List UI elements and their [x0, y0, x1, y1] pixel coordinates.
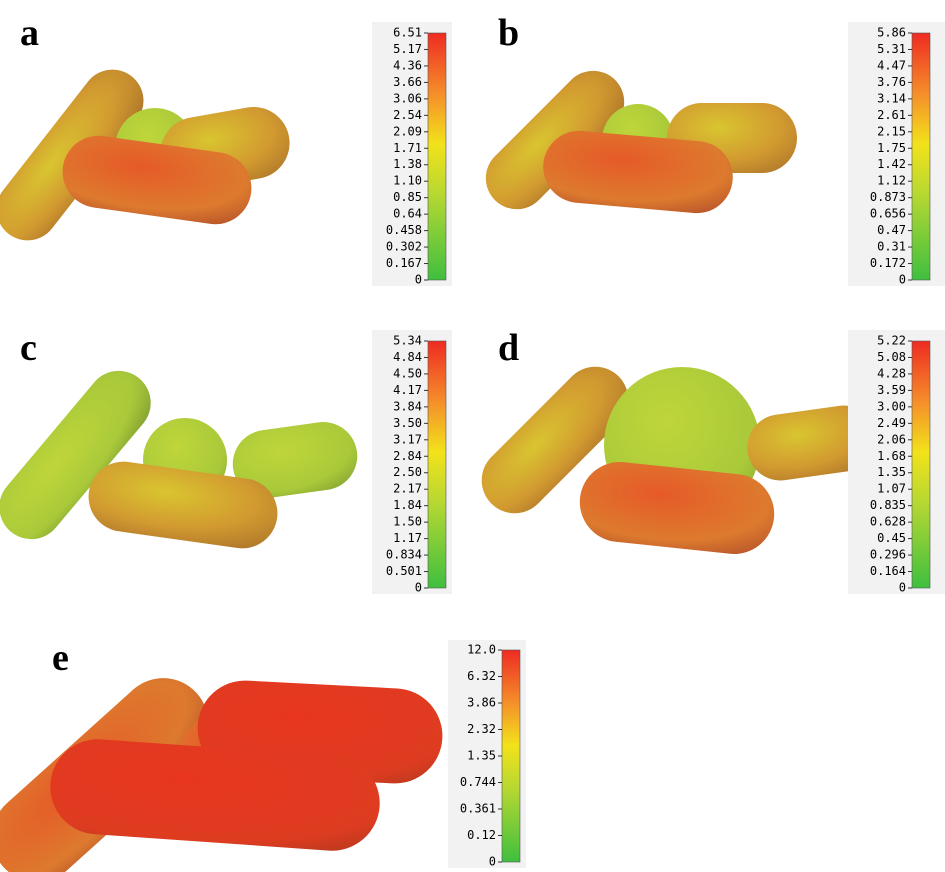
colorbar-label: 0.835 — [870, 498, 906, 512]
colorbar-label: 5.86 — [877, 26, 906, 40]
panel-label: d — [498, 327, 519, 369]
colorbar-label: 0.628 — [870, 515, 906, 529]
colorbar-label: 2.54 — [393, 108, 422, 122]
colorbar-label: 0 — [415, 581, 422, 595]
colorbar-label: 3.76 — [877, 75, 906, 89]
colorbar — [502, 650, 520, 862]
colorbar-label: 6.32 — [467, 669, 496, 683]
panel: a 6.51 5.17 4.36 3.66 3.06 2.54 2.09 1.71 1.38 1.1… — [0, 12, 452, 287]
colorbar-label: 0 — [899, 273, 906, 287]
panel: c 5.34 4.84 4.50 4.17 3.84 3.50 3.17 2.84 2.50 2.1… — [0, 327, 452, 595]
colorbar-label: 3.06 — [393, 91, 422, 105]
colorbar-label: 5.34 — [393, 334, 422, 348]
colorbar-label: 0.834 — [386, 548, 422, 562]
colorbar-label: 4.47 — [877, 58, 906, 72]
colorbar-label: 2.61 — [877, 108, 906, 122]
colorbar-label: 0.31 — [877, 240, 906, 254]
colorbar-label: 0.85 — [393, 190, 422, 204]
colorbar-label: 2.49 — [877, 416, 906, 430]
colorbar-label: 0.12 — [467, 828, 496, 842]
colorbar-label: 5.22 — [877, 334, 906, 348]
colorbar-label: 1.12 — [877, 174, 906, 188]
panel-label: c — [20, 327, 37, 369]
colorbar-label: 4.28 — [877, 366, 906, 380]
panel: e 12.0 6.32 3.86 2.32 1.35 0.744 0.361 0.12 0 — [0, 637, 526, 872]
colorbar-label: 3.66 — [393, 75, 422, 89]
colorbar-label: 3.00 — [877, 399, 906, 413]
colorbar-label: 5.17 — [393, 42, 422, 56]
colorbar-label: 0.361 — [460, 802, 496, 816]
colorbar — [428, 341, 446, 588]
colorbar-label: 1.35 — [877, 465, 906, 479]
panel: d 5.22 5.08 4.28 3.59 3.00 2.49 2.06 1.68 1.35 1.0… — [468, 327, 945, 595]
colorbar-label: 2.06 — [877, 432, 906, 446]
colorbar-label: 0 — [415, 273, 422, 287]
colorbar-label: 1.75 — [877, 141, 906, 155]
colorbar-label: 12.0 — [467, 643, 496, 657]
colorbar-label: 0.296 — [870, 548, 906, 562]
colorbar-label: 1.42 — [877, 157, 906, 171]
colorbar-label: 3.84 — [393, 399, 422, 413]
colorbar-label: 0.45 — [877, 531, 906, 545]
colorbar-label: 0 — [489, 855, 496, 869]
colorbar-label: 3.50 — [393, 416, 422, 430]
colorbar-label: 6.51 — [393, 26, 422, 40]
colorbar-label: 2.32 — [467, 722, 496, 736]
colorbar-label: 4.84 — [393, 350, 422, 364]
colorbar-label: 5.31 — [877, 42, 906, 56]
colorbar-label: 3.17 — [393, 432, 422, 446]
colorbar-label: 0.656 — [870, 207, 906, 221]
colorbar-label: 1.84 — [393, 498, 422, 512]
colorbar — [912, 33, 930, 280]
colorbar-label: 4.36 — [393, 58, 422, 72]
colorbar-label: 1.17 — [393, 531, 422, 545]
colorbar-label: 2.17 — [393, 482, 422, 496]
colorbar-label: 1.38 — [393, 157, 422, 171]
colorbar-label: 0.172 — [870, 256, 906, 270]
colorbar-label: 0.47 — [877, 223, 906, 237]
colorbar-label: 2.50 — [393, 465, 422, 479]
colorbar-label: 0.64 — [393, 207, 422, 221]
panel-label: a — [20, 12, 39, 54]
colorbar-label: 0.164 — [870, 564, 906, 578]
colorbar-label: 3.14 — [877, 91, 906, 105]
colorbar-label: 3.86 — [467, 696, 496, 710]
colorbar-label: 3.59 — [877, 383, 906, 397]
figure: a 6.51 5.17 4.36 3.66 3.06 2.54 2.09 1.71 1.38 1.1… — [0, 0, 945, 872]
colorbar-label: 1.07 — [877, 482, 906, 496]
colorbar-label: 5.08 — [877, 350, 906, 364]
colorbar-label: 0.501 — [386, 564, 422, 578]
colorbar — [428, 33, 446, 280]
panel: b 5.86 5.31 4.47 3.76 3.14 2.61 2.15 1.75 1.42 1.1… — [473, 12, 945, 287]
colorbar-label: 1.10 — [393, 174, 422, 188]
colorbar-label: 0.458 — [386, 223, 422, 237]
colorbar-label: 2.84 — [393, 449, 422, 463]
colorbar-label: 1.35 — [467, 749, 496, 763]
colorbar-label: 0.873 — [870, 190, 906, 204]
panel-label: e — [52, 637, 69, 679]
colorbar-label: 4.50 — [393, 366, 422, 380]
colorbar-label: 2.15 — [877, 124, 906, 138]
colorbar-label: 2.09 — [393, 124, 422, 138]
colorbar-label: 0.167 — [386, 256, 422, 270]
colorbar-label: 1.68 — [877, 449, 906, 463]
panel-label: b — [498, 12, 519, 54]
colorbar-label: 0.302 — [386, 240, 422, 254]
colorbar-label: 0.744 — [460, 775, 496, 789]
colorbar-label: 1.71 — [393, 141, 422, 155]
colorbar-label: 1.50 — [393, 515, 422, 529]
colorbar-label: 4.17 — [393, 383, 422, 397]
colorbar-label: 0 — [899, 581, 906, 595]
colorbar — [912, 341, 930, 588]
